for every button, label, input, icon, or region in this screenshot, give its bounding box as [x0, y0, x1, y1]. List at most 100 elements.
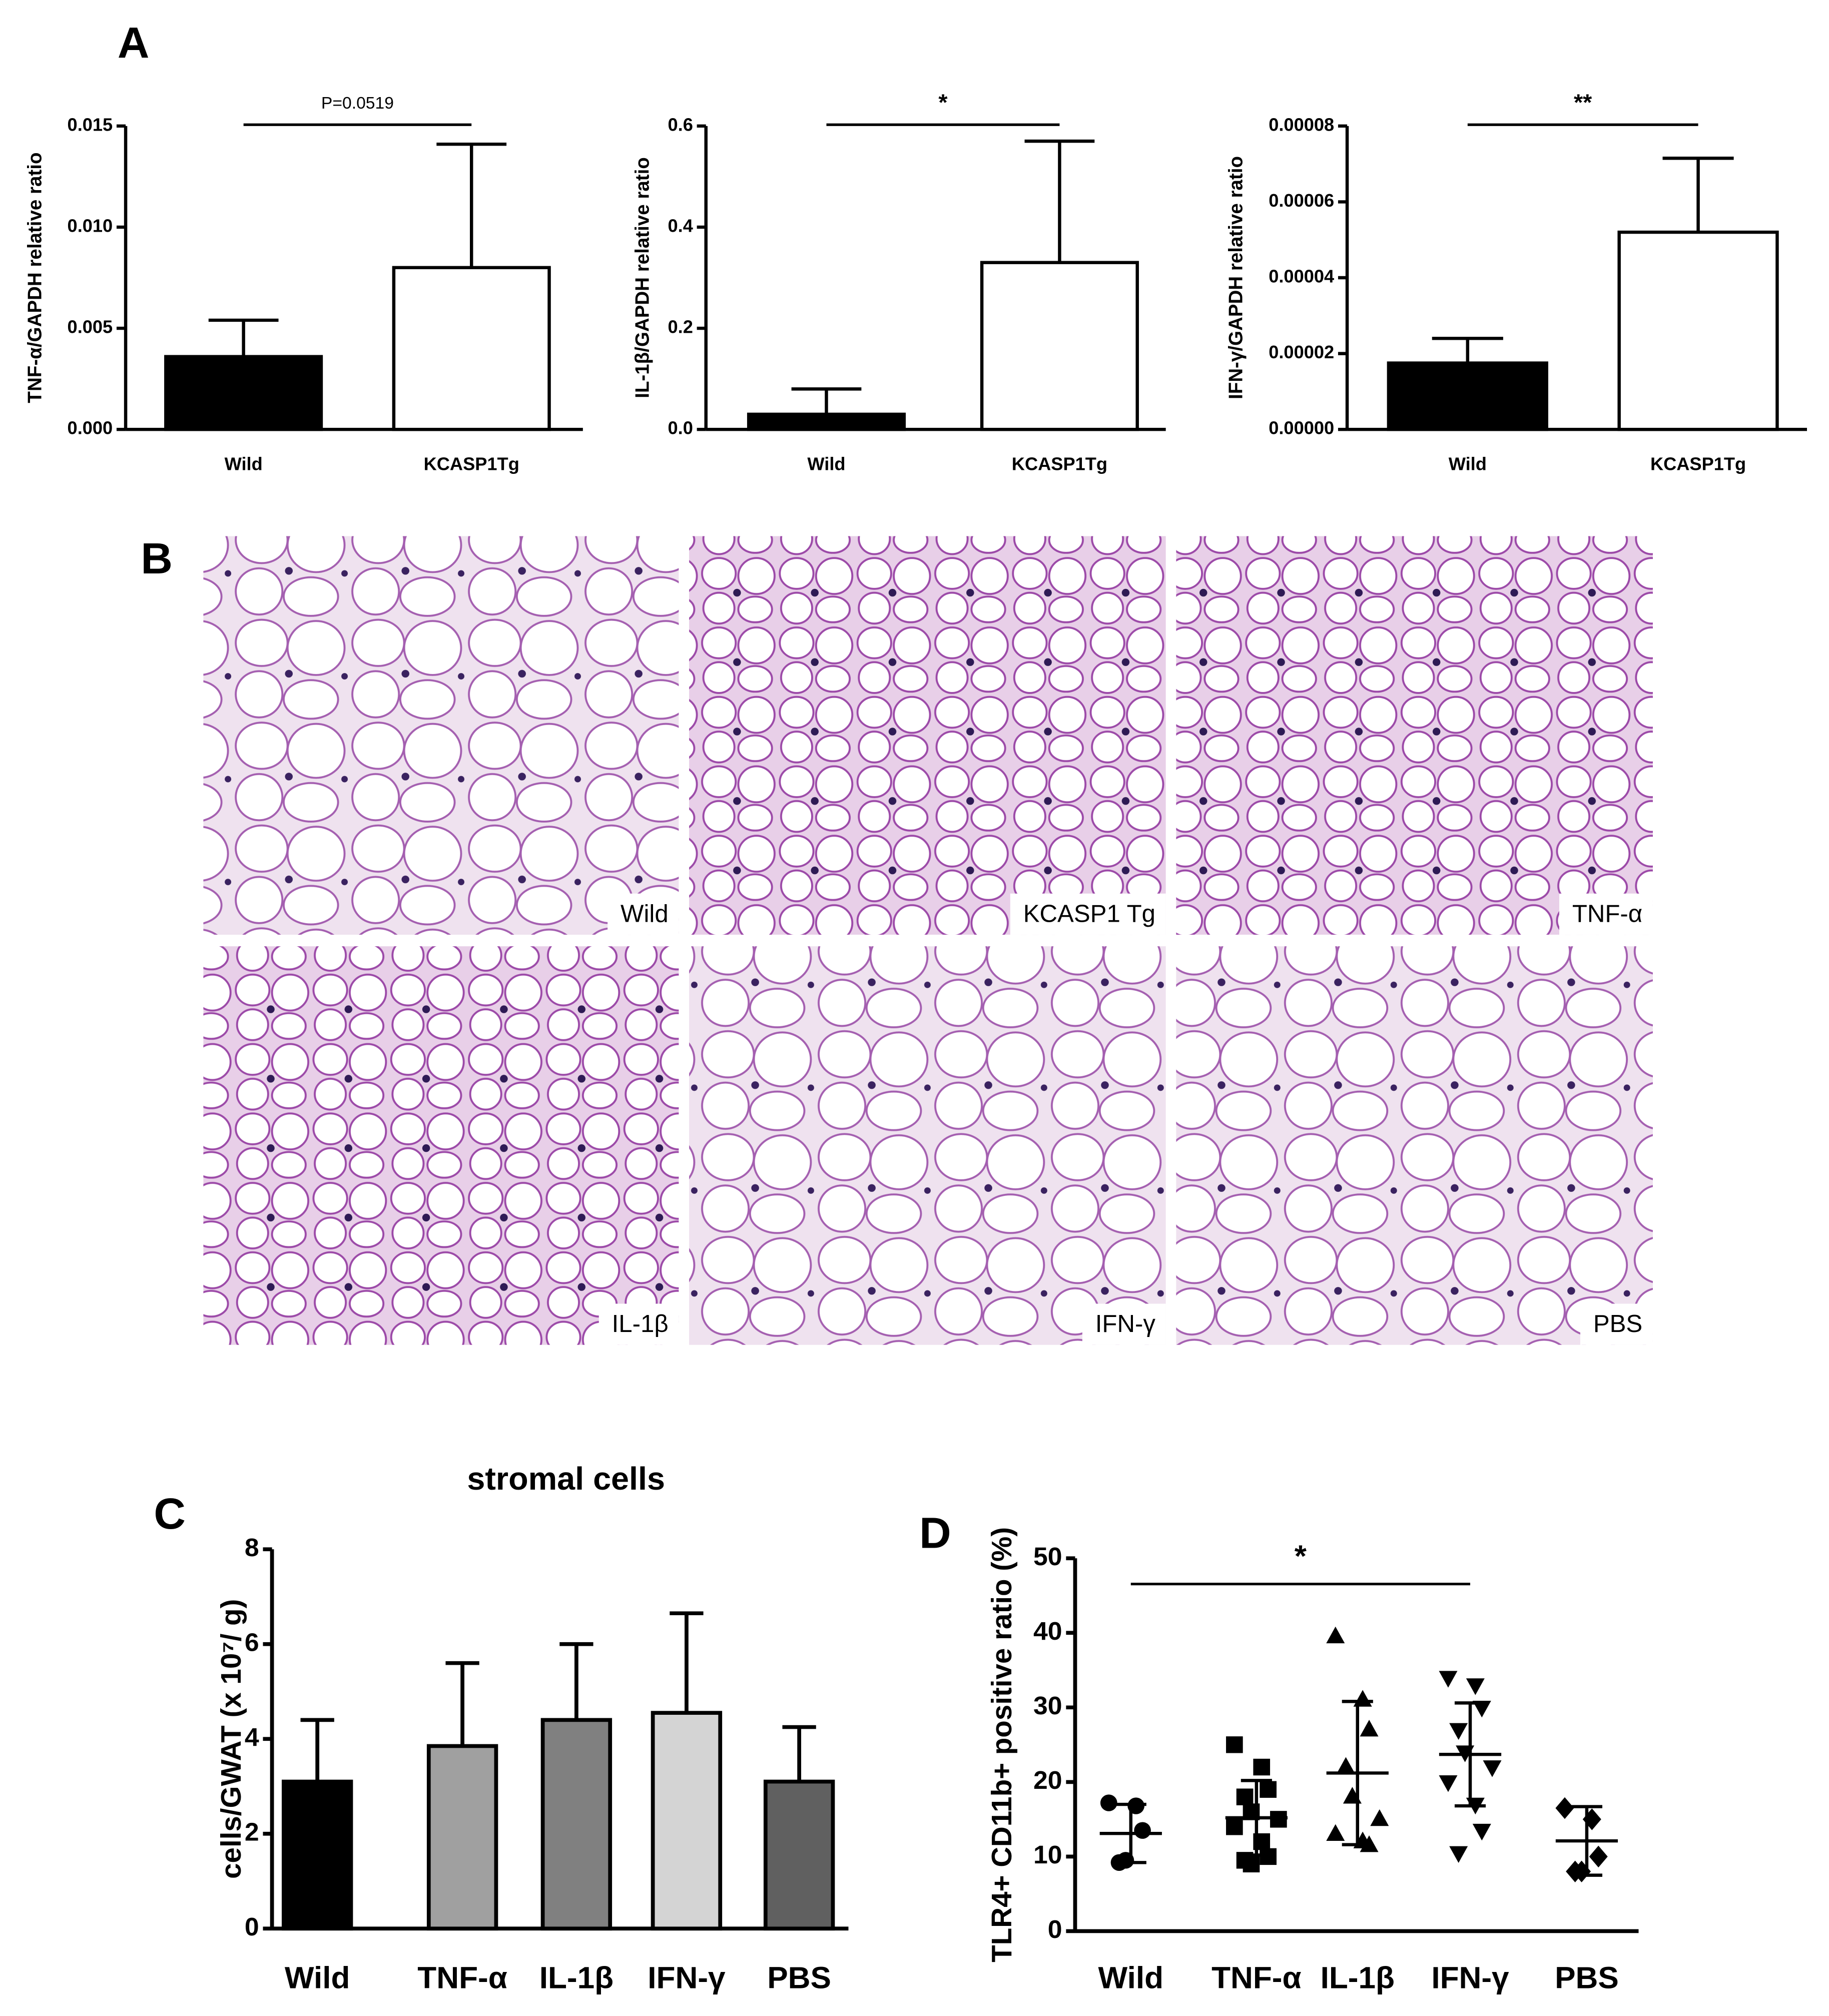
x-tick-label: TNF-α	[1211, 1961, 1302, 1995]
y-axis-label: IL-1β/GAPDH relative ratio	[632, 157, 654, 398]
micrograph-label: Wild	[621, 901, 669, 928]
data-point	[1226, 1736, 1243, 1753]
y-tick-label: 20	[1033, 1765, 1062, 1794]
y-axis-label: cells/GWAT (x 10⁷/ g)	[216, 1599, 247, 1879]
x-tick-label: TNF-α	[417, 1961, 507, 1995]
data-point	[1466, 1678, 1485, 1695]
y-tick-label: 6	[245, 1628, 259, 1657]
micrograph	[203, 536, 679, 935]
y-tick-label: 4	[245, 1722, 259, 1751]
micrograph	[1176, 946, 1653, 1345]
data-point	[1449, 1846, 1468, 1863]
significance-label: **	[1574, 90, 1592, 116]
y-tick-label: 0.005	[68, 317, 113, 337]
micrograph-label-bg	[1580, 1303, 1653, 1345]
data-point	[1439, 1775, 1458, 1792]
micrograph-label-bg	[598, 1303, 679, 1345]
bar	[282, 1779, 353, 1931]
micrograph-label-bg	[607, 893, 679, 935]
panel-label: D	[919, 1509, 951, 1558]
x-tick-label: KCASP1Tg	[424, 454, 519, 474]
x-tick-label: IL-1β	[539, 1961, 614, 1995]
data-point	[1472, 1823, 1491, 1841]
micrograph	[689, 946, 1166, 1345]
bar	[1387, 361, 1548, 431]
y-tick-label: 40	[1033, 1616, 1062, 1645]
data-point	[1439, 1671, 1458, 1688]
x-tick-label: PBS	[767, 1961, 831, 1995]
y-tick-label: 0.010	[68, 216, 113, 236]
y-tick-label: 0.4	[668, 216, 693, 236]
data-point	[1336, 1757, 1355, 1774]
micrograph-label-bg	[1010, 893, 1166, 935]
y-axis-label: TNF-α/GAPDH relative ratio	[25, 152, 46, 403]
x-tick-label: IFN-γ	[1431, 1961, 1509, 1995]
data-point	[1360, 1719, 1379, 1737]
y-tick-label: 8	[245, 1533, 259, 1562]
x-tick-label: Wild	[225, 454, 263, 474]
micrograph-label-bg	[1559, 893, 1653, 935]
data-point	[1326, 1626, 1345, 1644]
y-axis-label: IFN-γ/GAPDH relative ratio	[1225, 156, 1247, 399]
bar	[1617, 230, 1779, 431]
micrograph-label: IFN-γ	[1095, 1310, 1156, 1337]
data-point	[1100, 1794, 1117, 1811]
bar	[426, 1744, 498, 1931]
panel-label: C	[154, 1489, 186, 1538]
bar	[164, 355, 323, 431]
data-point	[1260, 1781, 1277, 1798]
y-tick-label: 0	[1048, 1914, 1062, 1943]
panel-label: A	[118, 19, 150, 68]
data-point	[1589, 1845, 1608, 1868]
bar	[980, 261, 1139, 431]
data-point	[1226, 1818, 1243, 1835]
y-tick-label: 0.00008	[1269, 114, 1334, 135]
bar	[747, 412, 906, 431]
y-tick-label: 0.00004	[1269, 266, 1334, 287]
chart-title: stromal cells	[467, 1461, 665, 1497]
y-axis-label: TLR4+ CD11b+ positive ratio (%)	[986, 1527, 1018, 1962]
y-tick-label: 0.000	[68, 418, 113, 438]
micrograph	[689, 536, 1166, 935]
data-point	[1243, 1855, 1260, 1872]
y-tick-label: 10	[1033, 1840, 1062, 1869]
data-point	[1134, 1822, 1151, 1839]
significance-label: *	[938, 90, 948, 116]
y-tick-label: 0.00006	[1269, 190, 1334, 211]
x-tick-label: Wild	[285, 1961, 350, 1995]
significance-label: P=0.0519	[321, 94, 394, 113]
data-point	[1449, 1723, 1468, 1740]
x-tick-label: Wild	[1098, 1961, 1164, 1995]
y-tick-label: 0.6	[668, 114, 693, 135]
x-tick-label: Wild	[807, 454, 845, 474]
micrograph-label: TNF-α	[1572, 901, 1642, 928]
y-tick-label: 0.00000	[1269, 418, 1334, 438]
y-tick-label: 0	[245, 1912, 259, 1941]
micrograph	[203, 946, 679, 1345]
micrograph-label-bg	[1082, 1303, 1166, 1345]
micrograph	[1176, 536, 1653, 935]
data-point	[1555, 1797, 1574, 1819]
x-tick-label: KCASP1Tg	[1012, 454, 1107, 474]
bar	[540, 1718, 613, 1931]
significance-label: *	[1295, 1539, 1307, 1574]
micrograph-label: PBS	[1593, 1310, 1642, 1337]
data-point	[1370, 1809, 1389, 1826]
bar	[392, 266, 551, 431]
bar	[763, 1779, 835, 1931]
y-tick-label: 0.00002	[1269, 342, 1334, 362]
data-point	[1236, 1788, 1254, 1805]
y-tick-label: 30	[1033, 1691, 1062, 1720]
y-tick-label: 0.015	[68, 114, 113, 135]
data-point	[1326, 1824, 1345, 1841]
x-tick-label: KCASP1Tg	[1650, 454, 1746, 474]
panel-label: B	[141, 534, 173, 583]
x-tick-label: Wild	[1449, 454, 1487, 474]
y-tick-label: 2	[245, 1817, 259, 1846]
y-tick-label: 0.0	[668, 418, 693, 438]
y-tick-label: 50	[1033, 1542, 1062, 1571]
bar	[651, 1711, 723, 1931]
data-point	[1253, 1758, 1271, 1776]
x-tick-label: IL-1β	[1321, 1961, 1395, 1995]
